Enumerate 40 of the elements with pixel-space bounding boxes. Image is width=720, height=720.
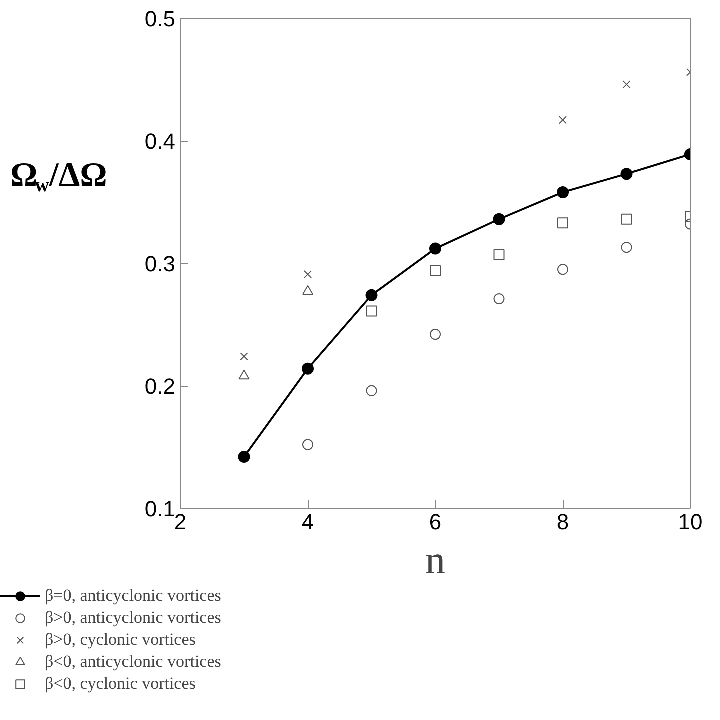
y-tick-label: 0.1 bbox=[144, 496, 176, 522]
x-axis-title: n bbox=[426, 538, 446, 582]
legend-label: β<0, anticyclonic vortices bbox=[45, 651, 222, 673]
point bbox=[494, 249, 505, 260]
point bbox=[558, 264, 568, 276]
point bbox=[302, 362, 314, 375]
y-tick-label: 0.4 bbox=[144, 129, 176, 154]
point bbox=[238, 451, 250, 464]
x-tick-label: 4 bbox=[302, 510, 314, 534]
point bbox=[558, 116, 568, 124]
y-tick-label: 0.2 bbox=[144, 374, 176, 399]
point bbox=[366, 289, 378, 302]
point bbox=[621, 242, 632, 254]
point bbox=[494, 294, 505, 305]
y-tick-label: 0.3 bbox=[144, 252, 176, 276]
y-tick-label: 0.5 bbox=[144, 6, 176, 32]
point bbox=[238, 370, 250, 380]
point bbox=[304, 270, 312, 279]
x-tick-label: 2 bbox=[174, 510, 187, 534]
point bbox=[622, 80, 631, 89]
x-tick-label: 6 bbox=[429, 510, 442, 534]
point bbox=[366, 306, 378, 317]
point bbox=[621, 214, 632, 225]
point bbox=[620, 168, 633, 180]
point bbox=[302, 439, 314, 450]
point bbox=[430, 265, 441, 276]
legend-label: β>0, cyclonic vortices bbox=[45, 629, 196, 651]
legend-label: β=0, anticyclonic vortices bbox=[45, 585, 222, 607]
legend-label: β<0, cyclonic vortices bbox=[45, 673, 196, 695]
point bbox=[430, 329, 441, 340]
point bbox=[557, 186, 569, 198]
x-tick-label: 8 bbox=[556, 510, 570, 534]
point bbox=[302, 285, 314, 296]
point bbox=[240, 352, 248, 361]
point bbox=[558, 218, 568, 229]
point bbox=[366, 385, 378, 396]
legend-label: β>0, anticyclonic vortices bbox=[45, 607, 222, 629]
point bbox=[430, 242, 442, 255]
point bbox=[493, 213, 506, 226]
x-tick-label: 10 bbox=[678, 510, 703, 534]
